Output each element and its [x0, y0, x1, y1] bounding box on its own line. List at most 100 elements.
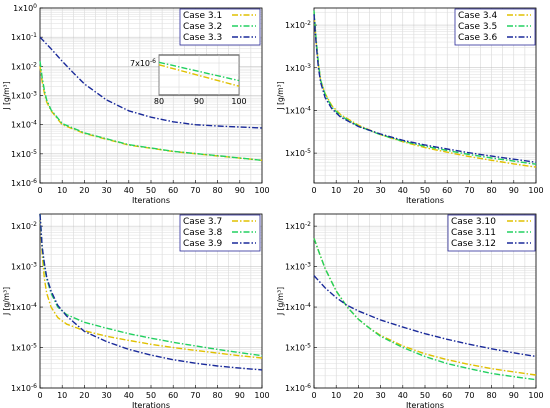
x-tick-label: 20 — [353, 391, 363, 400]
series-line-case-3-10 — [313, 238, 537, 376]
x-axis-label: Iterations — [406, 196, 444, 205]
y-tick-label: 1x10-2 — [11, 61, 37, 72]
series-line-case-3-11 — [313, 238, 537, 381]
x-tick-label: 80 — [487, 186, 497, 195]
x-axis-label: Iterations — [406, 401, 444, 408]
x-tick-label: 100 — [528, 186, 543, 195]
x-tick-label: 70 — [190, 391, 200, 400]
x-tick-label: 20 — [79, 186, 89, 195]
legend-label: Case 3.8 — [183, 228, 222, 238]
series-line-case-3-6 — [313, 14, 537, 163]
x-tick-label: 100 — [254, 391, 269, 400]
y-tick-label: 1x10-3 — [11, 90, 37, 101]
x-tick-label: 90 — [235, 391, 245, 400]
legend-label: Case 3.7 — [183, 217, 222, 227]
y-tick-label: 1x10-3 — [285, 62, 311, 73]
x-tick-label: 0 — [37, 391, 42, 400]
x-tick-label: 90 — [509, 391, 519, 400]
x-tick-label: 0 — [311, 391, 316, 400]
inset-series-line — [158, 61, 240, 82]
inset-x-tick-label: 80 — [154, 97, 164, 106]
series-line-case-3-7 — [39, 213, 263, 359]
legend-label: Case 3.6 — [458, 33, 497, 43]
y-tick-label: 1x10-4 — [285, 105, 311, 116]
inset-chart: 80 90 100 7x10-6 — [130, 54, 247, 106]
y-tick-label: 1x10-6 — [285, 383, 311, 394]
legend-label: Case 3.9 — [183, 239, 222, 249]
y-tick-label: 1x10-4 — [11, 302, 37, 313]
x-tick-label: 10 — [57, 391, 67, 400]
x-tick-label: 10 — [57, 186, 67, 195]
legend-label: Case 3.11 — [451, 228, 496, 238]
x-tick-label: 40 — [124, 186, 134, 195]
y-tick-label: 1x10-4 — [285, 302, 311, 313]
chart-panel-2: 0 10 20 30 40 50 60 70 80 90 100 1x10-2 1x10-3 1x10-4… — [276, 7, 544, 205]
x-tick-label: 80 — [213, 391, 223, 400]
x-tick-label: 80 — [487, 391, 497, 400]
x-tick-label: 90 — [509, 186, 519, 195]
x-tick-label: 0 — [37, 186, 42, 195]
x-tick-label: 50 — [146, 391, 156, 400]
chart-panel-4: 0 10 20 30 40 50 60 70 80 90 100 1x10-2 1x10-3 1x10-4… — [276, 213, 544, 408]
series-line-case-3-9 — [39, 213, 263, 371]
x-tick-label: 40 — [124, 391, 134, 400]
x-tick-label: 40 — [398, 391, 408, 400]
x-tick-label: 10 — [331, 391, 341, 400]
x-tick-label: 20 — [79, 391, 89, 400]
series-line-case-3-3 — [39, 36, 263, 129]
series-line-case-3-2 — [39, 61, 263, 161]
x-tick-label: 20 — [353, 186, 363, 195]
y-tick-label: 1x10-5 — [11, 148, 37, 159]
x-tick-label: 70 — [190, 186, 200, 195]
x-tick-label: 30 — [376, 391, 386, 400]
y-axis-label: J [g/m³] — [2, 287, 11, 316]
x-tick-label: 100 — [254, 186, 269, 195]
legend-label: Case 3.10 — [451, 217, 496, 227]
y-tick-label: 1x10-5 — [285, 148, 311, 159]
inset-y-tick-label: 7x10-6 — [130, 58, 156, 69]
y-tick-label: 1x10-2 — [285, 221, 311, 232]
x-axis-label: Iterations — [132, 401, 170, 408]
inset-x-tick-label: 90 — [194, 97, 204, 106]
inset-x-tick-label: 100 — [231, 97, 246, 106]
legend-label: Case 3.3 — [183, 33, 222, 43]
legend-label: Case 3.2 — [183, 22, 222, 32]
y-tick-label: 1x10-2 — [285, 20, 311, 31]
series-line-case-3-12 — [313, 275, 537, 358]
x-axis-label: Iterations — [132, 196, 170, 205]
x-tick-label: 50 — [146, 186, 156, 195]
inset-series-line — [158, 64, 240, 87]
y-axis-label: J [g/m³] — [276, 287, 285, 316]
y-tick-label: 1x10-2 — [11, 221, 37, 232]
x-tick-label: 0 — [311, 186, 316, 195]
x-tick-label: 60 — [442, 186, 452, 195]
x-tick-label: 70 — [464, 391, 474, 400]
x-tick-label: 30 — [102, 186, 112, 195]
x-tick-label: 60 — [168, 391, 178, 400]
x-tick-label: 60 — [168, 186, 178, 195]
y-tick-label: 1x10-3 — [285, 261, 311, 272]
x-tick-label: 90 — [235, 186, 245, 195]
x-tick-label: 80 — [213, 186, 223, 195]
legend-label: Case 3.12 — [451, 239, 496, 249]
x-tick-label: 60 — [442, 391, 452, 400]
y-tick-label: 1x10-5 — [285, 342, 311, 353]
x-tick-label: 70 — [464, 186, 474, 195]
y-axis-label: J [g/m³] — [276, 81, 285, 110]
y-tick-label: 1x10-5 — [11, 342, 37, 353]
y-tick-label: 1x10-4 — [11, 119, 37, 129]
x-tick-label: 100 — [528, 391, 543, 400]
legend-label: Case 3.5 — [458, 22, 497, 32]
x-tick-label: 30 — [102, 391, 112, 400]
y-tick-label: 1x10-6 — [11, 178, 37, 189]
y-tick-label: 1x10-1 — [11, 32, 37, 43]
x-tick-label: 50 — [420, 186, 430, 195]
y-tick-label: 1x10-3 — [11, 261, 37, 272]
x-tick-label: 50 — [420, 391, 430, 400]
y-tick-label: 1x10-6 — [11, 383, 37, 394]
